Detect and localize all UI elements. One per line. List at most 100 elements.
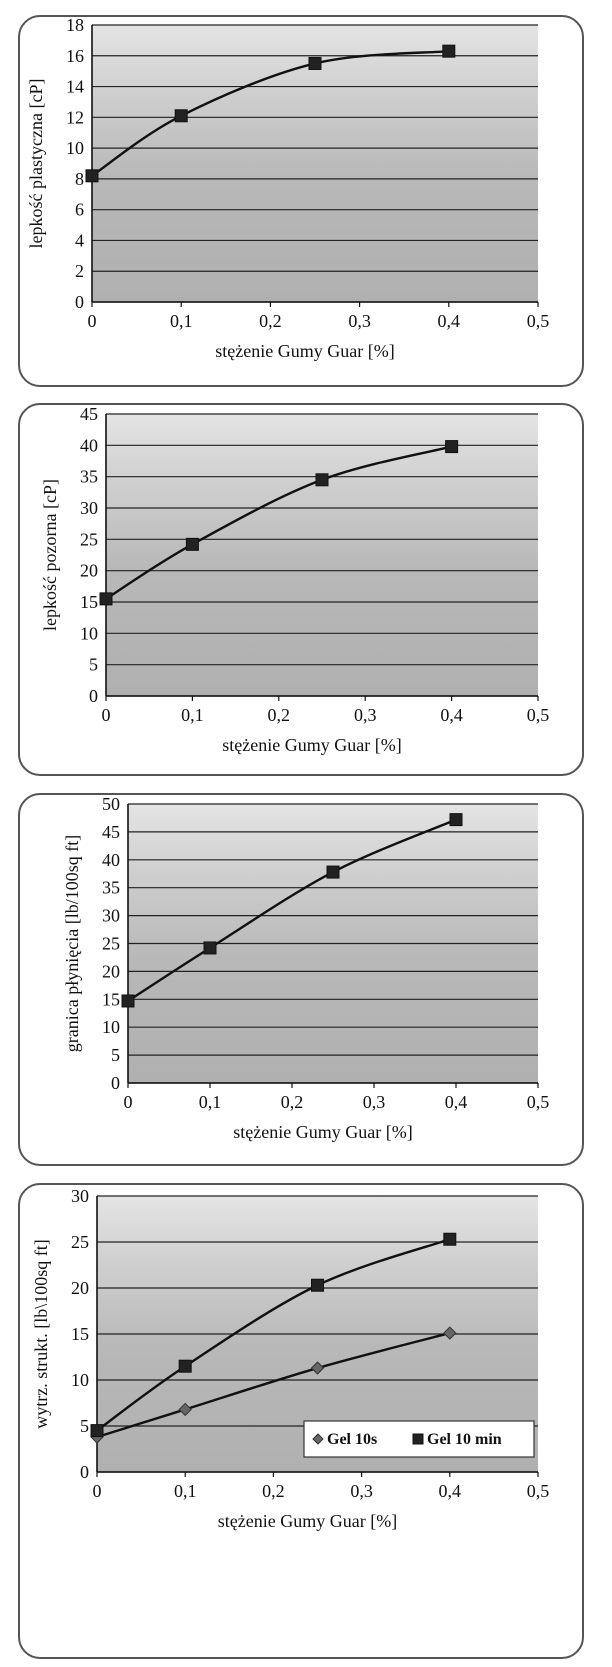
data-point — [178, 1402, 192, 1417]
x-tick-label: 0,1 — [181, 705, 204, 725]
y-tick-label: 20 — [71, 1278, 89, 1298]
data-point — [449, 813, 463, 827]
x-tick-label: 0,4 — [445, 1092, 468, 1112]
y-tick-label: 0 — [75, 292, 84, 312]
chart-4: 0 5 10 15 20 25 30 0 0,1 0,2 0,3 0,4 0,5 stężenie Gum… — [31, 1186, 549, 1531]
y-tick-label: 4 — [75, 230, 84, 250]
y-tick-label: 15 — [71, 1324, 89, 1344]
y-tick-label: 15 — [102, 989, 120, 1009]
data-point — [99, 592, 113, 606]
x-tick-label: 0 — [124, 1092, 133, 1112]
x-tick-label: 0,5 — [527, 705, 550, 725]
legend: Gel 10s Gel 10 min — [303, 1420, 535, 1458]
x-tick-label: 0 — [88, 311, 97, 331]
x-tick-label: 0,3 — [348, 311, 371, 331]
data-point — [121, 994, 135, 1008]
data-point — [326, 865, 340, 879]
y-tick-label: 30 — [80, 498, 98, 518]
y-tick-label: 14 — [66, 77, 84, 97]
legend-marker — [312, 1433, 324, 1445]
y-tick-label: 18 — [66, 15, 84, 35]
y-tick-label: 0 — [89, 686, 98, 706]
chart-1: 0 2 4 6 8 10 12 14 16 18 0 0,1 0,2 0,3 0,4 0,5 stężenie … — [26, 15, 549, 361]
data-point — [310, 1361, 325, 1375]
y-tick-label: 25 — [71, 1232, 89, 1252]
y-tick-label: 12 — [66, 107, 84, 127]
y-tick-label: 30 — [71, 1186, 89, 1206]
legend-marker — [412, 1433, 424, 1445]
y-tick-label: 10 — [80, 623, 98, 643]
data-point — [445, 440, 459, 454]
x-tick-label: 0 — [102, 705, 111, 725]
y-tick-label: 35 — [102, 878, 120, 898]
y-tick-label: 16 — [66, 46, 84, 66]
y-tick-label: 20 — [102, 961, 120, 981]
x-axis-title: stężenie Gumy Guar [%] — [215, 341, 394, 361]
x-tick-label: 0,2 — [259, 311, 282, 331]
y-tick-label: 25 — [80, 529, 98, 549]
legend-label: Gel 10s — [327, 1431, 377, 1448]
y-axis-title: wytrz. strukt. [lb\100sq ft] — [31, 1239, 51, 1428]
plot-area — [92, 25, 538, 302]
series-line — [91, 49, 449, 177]
x-tick-label: 0,1 — [170, 311, 193, 331]
data-point — [308, 56, 322, 70]
y-tick-label: 5 — [89, 655, 98, 675]
data-point — [203, 941, 217, 955]
data-point — [443, 1232, 457, 1246]
x-tick-label: 0,1 — [199, 1092, 222, 1112]
y-axis-title: lepkość plastyczna [cP] — [26, 79, 46, 249]
series-line — [127, 818, 457, 1002]
y-axis-title: granica płynięcia [lb/100sq ft] — [62, 835, 82, 1052]
y-tick-label: 2 — [75, 261, 84, 281]
y-tick-label: 0 — [80, 1462, 89, 1482]
data-point — [90, 1424, 104, 1438]
y-tick-label: 10 — [102, 1017, 120, 1037]
x-tick-label: 0,4 — [440, 705, 463, 725]
y-tick-label: 30 — [102, 906, 120, 926]
y-tick-label: 10 — [71, 1370, 89, 1390]
legend-label: Gel 10 min — [427, 1431, 502, 1448]
y-tick-label: 40 — [102, 850, 120, 870]
data-point — [443, 1326, 457, 1340]
x-axis-title: stężenie Gumy Guar [%] — [222, 735, 401, 755]
series-line — [96, 1331, 451, 1439]
x-tick-label: 0 — [93, 1481, 102, 1501]
x-tick-label: 0,5 — [527, 1092, 550, 1112]
y-tick-label: 10 — [66, 138, 84, 158]
y-tick-label: 35 — [80, 467, 98, 487]
series-line — [96, 1238, 451, 1432]
chart-3: 0 5 10 15 20 25 30 35 40 45 50 0 0,1 0,2 0,3 0,4 0,5 stęż… — [62, 794, 549, 1142]
x-tick-label: 0,3 — [350, 1481, 373, 1501]
x-tick-label: 0,4 — [438, 311, 461, 331]
y-tick-label: 15 — [80, 592, 98, 612]
y-tick-label: 5 — [111, 1045, 120, 1065]
y-tick-label: 5 — [80, 1416, 89, 1436]
y-tick-label: 40 — [80, 435, 98, 455]
y-tick-label: 8 — [75, 169, 84, 189]
chart-2: 0 5 10 15 20 25 30 35 40 45 0 0,1 0,2 0,3 0,4 0,5 stężen… — [40, 404, 549, 755]
data-point — [185, 537, 199, 551]
x-tick-label: 0,5 — [527, 311, 550, 331]
x-axis-title: stężenie Gumy Guar [%] — [233, 1122, 412, 1142]
y-tick-label: 20 — [80, 561, 98, 581]
y-tick-label: 45 — [80, 404, 98, 424]
y-tick-label: 25 — [102, 934, 120, 954]
plot-area — [106, 414, 538, 696]
x-tick-label: 0,2 — [268, 705, 291, 725]
y-tick-label: 0 — [111, 1073, 120, 1093]
x-tick-label: 0,2 — [262, 1481, 285, 1501]
data-point — [315, 473, 329, 487]
y-axis-title: lepkość pozorna [cP] — [40, 479, 60, 631]
x-tick-label: 0,3 — [354, 705, 377, 725]
x-tick-label: 0,1 — [174, 1481, 197, 1501]
y-tick-label: 6 — [75, 200, 84, 220]
y-tick-label: 50 — [102, 794, 120, 814]
data-point — [85, 169, 99, 183]
x-tick-label: 0,2 — [281, 1092, 304, 1112]
data-point — [311, 1278, 324, 1292]
data-point — [174, 109, 188, 123]
x-tick-label: 0,4 — [439, 1481, 462, 1501]
data-point — [178, 1359, 192, 1373]
